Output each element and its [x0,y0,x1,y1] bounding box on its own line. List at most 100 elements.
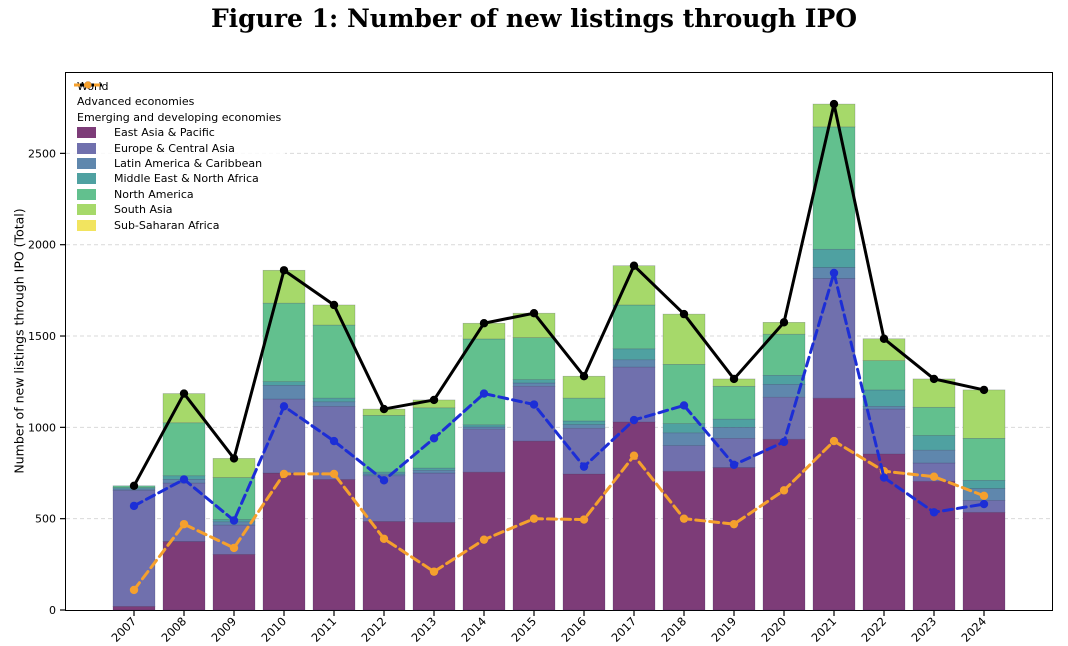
bar-2011 [312,304,356,611]
legend-line-sample [74,81,102,89]
plot-area: 0 500 1000 1500 2000 2500 2007 2008 2009 2010 2011… [28,72,1053,645]
legend-label: Advanced economies [77,95,195,109]
x-tick-label-2015: 2015 [509,614,540,645]
data-point-world-2013 [429,395,439,405]
data-point-advanced-economies-2020 [779,437,789,447]
legend-item-europe-central-asia: Europe & Central Asia [77,142,281,154]
data-point-world-2008 [179,389,189,398]
bar-segment-north-america [262,302,306,382]
bar-segment-east-asia-pacific [562,473,606,611]
bar-segment-north-america [762,333,806,376]
x-tick-label-2020: 2020 [759,614,790,645]
line-series-advanced-economies [129,268,989,525]
bar-segment-latin-america-caribbean [712,427,756,439]
legend-swatch-latin-america-caribbean [77,157,96,169]
data-point-emerging-and-developing-economies-2012 [379,534,389,543]
data-point-world-2010 [279,266,289,275]
legend-label: South Asia [114,203,173,217]
x-tick-label-2011: 2011 [309,614,340,645]
data-point-advanced-economies-2018 [679,401,689,410]
data-point-emerging-and-developing-economies-2013 [429,567,439,576]
bar-segment-north-america [662,364,706,424]
data-point-advanced-economies-2016 [579,462,589,471]
svg-text:1500: 1500 [28,330,56,343]
bar-2014 [462,322,506,611]
data-point-world-2012 [379,404,389,414]
legend-item-middle-east-north-africa: Middle East & North Africa [77,172,281,186]
svg-text:2500: 2500 [28,147,56,160]
svg-text:1000: 1000 [28,421,56,434]
x-tick-label-2009: 2009 [209,614,240,645]
data-point-world-2011 [329,300,339,310]
bar-segment-middle-east-north-africa [962,480,1006,489]
bar-segment-latin-america-caribbean [512,382,556,387]
data-point-emerging-and-developing-economies-2023 [929,472,939,481]
data-point-advanced-economies-2010 [279,402,289,411]
x-tick-label-2023: 2023 [909,614,940,645]
x-tick-label-2024: 2024 [959,614,990,645]
data-point-world-2015 [529,308,539,318]
x-tick-label-2007: 2007 [109,614,140,645]
bar-segment-latin-america-caribbean [262,385,306,400]
data-point-emerging-and-developing-economies-2009 [229,543,239,553]
line-series-world [129,99,989,490]
bar-segment-east-asia-pacific [212,553,256,611]
legend-swatch-sub-saharan-africa [77,219,96,231]
bar-2021 [812,103,856,611]
data-point-emerging-and-developing-economies-2021 [829,436,839,446]
data-point-world-2021 [829,99,839,109]
data-point-emerging-and-developing-economies-2007 [129,585,139,595]
data-point-advanced-economies-2022 [879,473,889,482]
bar-segment-east-asia-pacific [162,541,206,611]
bar-segment-south-asia [912,378,956,408]
data-point-emerging-and-developing-economies-2019 [729,519,739,529]
legend-item-south-asia: South Asia [77,203,281,217]
data-point-advanced-economies-2012 [379,476,389,485]
bar-segment-east-asia-pacific [712,467,756,611]
data-point-world-2007 [129,481,139,490]
bar-segment-latin-america-caribbean [612,359,656,368]
x-tick-label-2013: 2013 [409,614,440,645]
data-point-emerging-and-developing-economies-2018 [679,514,689,523]
bar-segment-south-asia [662,313,706,365]
bar-segment-europe-central-asia [462,428,506,473]
data-point-world-2020 [779,318,789,327]
bar-segment-north-america [362,415,406,473]
legend-label: Middle East & North Africa [114,172,259,186]
data-point-world-2014 [479,319,489,328]
bar-2015 [512,312,556,611]
bar-segment-middle-east-north-africa [312,397,356,403]
data-point-world-2016 [579,372,589,381]
legend-item-advanced-economies: Advanced economies [74,81,281,109]
bar-segment-middle-east-north-africa [262,381,306,386]
bar-segment-europe-central-asia [412,472,456,523]
x-tick-label-2019: 2019 [709,614,740,645]
bar-2008 [162,393,206,611]
bar-segment-middle-east-north-africa [562,420,606,425]
legend-item-emerging-and-developing-economies: Emerging and developing economies [74,81,282,124]
bar-segment-middle-east-north-africa [462,424,506,428]
bar-segment-europe-central-asia [662,445,706,472]
legend-label: Emerging and developing economies [77,110,282,124]
bar-segment-east-asia-pacific [662,470,706,611]
x-tick-label-2022: 2022 [859,614,890,645]
bar-segment-north-america [712,385,756,420]
data-point-emerging-and-developing-economies-2015 [529,514,539,523]
data-point-advanced-economies-2009 [229,516,239,525]
bar-segment-middle-east-north-africa [912,435,956,451]
x-tick-label-2012: 2012 [359,614,390,645]
bar-segment-europe-central-asia [812,278,856,399]
data-point-advanced-economies-2008 [179,475,189,484]
plot-svg: 0 500 1000 1500 2000 2500 2007 2008 2009 2010 2011… [28,99,1052,645]
bar-segment-latin-america-caribbean [412,469,456,474]
legend-label: North America [114,187,194,201]
bar-segment-south-asia [962,389,1006,439]
legend-item-latin-america-caribbean: Latin America & Caribbean [77,157,281,169]
legend-item-north-america: North America [77,187,281,201]
svg-text:2000: 2000 [28,239,56,252]
x-tick-label-2017: 2017 [609,614,640,645]
bar-segment-middle-east-north-africa [712,418,756,428]
legend-item-sub-saharan-africa: Sub-Saharan Africa [77,219,281,231]
data-point-emerging-and-developing-economies-2020 [779,486,789,495]
